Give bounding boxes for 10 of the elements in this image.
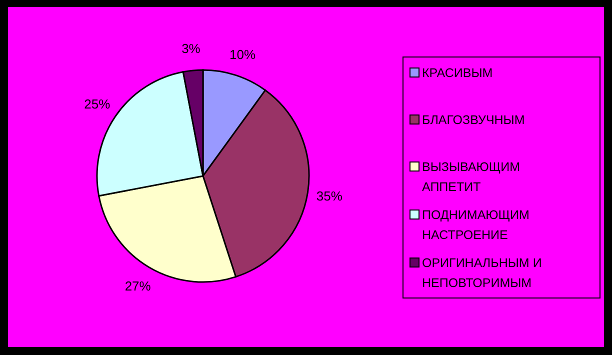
data-label: 27%	[124, 278, 152, 294]
data-label: 25%	[84, 96, 111, 112]
data-label: 10%	[230, 46, 256, 62]
data-label: 35%	[316, 188, 343, 204]
legend-label: ПОДНИМАЮЩИМ НАСТРОЕНИЕ	[422, 208, 530, 242]
legend-label: ВЫЗЫВАЮЩИМ АППЕТИТ	[422, 160, 520, 194]
legend-label: БЛАГОЗВУЧНЫМ	[422, 113, 525, 127]
legend-label: КРАСИВЫМ	[422, 66, 493, 80]
legend-label: ОРИГИНАЛЬНЫМ И НЕПОВТОРИМЫМ	[422, 256, 542, 290]
data-label: 3%	[182, 41, 201, 56]
